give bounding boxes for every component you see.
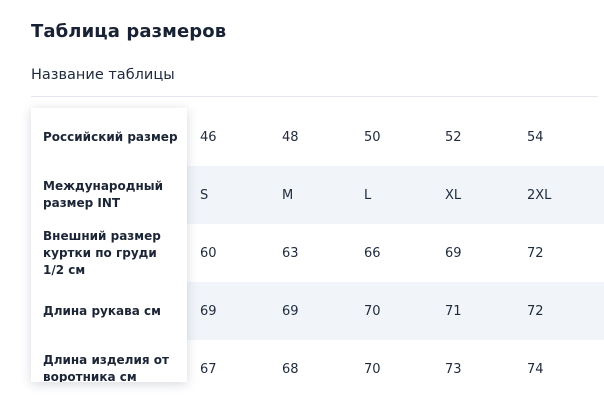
table-row: 46 48 50 52 54 [31,108,604,166]
row-header: Длина рукава см [43,303,161,318]
table-cell: 69 [445,245,462,261]
row-header: Международный размер INT [43,179,163,210]
table-cell: 67 [200,361,217,377]
table-cell: 70 [364,361,381,377]
table-cell: 46 [200,129,217,145]
row-header: Длина изделия от воротника см [43,353,169,382]
table-cell: L [364,187,372,203]
table-row: 60 63 66 69 72 [31,224,604,282]
table-cell: 68 [282,361,299,377]
row-header: Российский размер [43,129,178,144]
table-cell: XL [445,187,462,203]
table-cell: 48 [282,129,299,145]
table-cell: 50 [364,129,381,145]
table-cell: 73 [445,361,462,377]
table-cell: S [200,187,209,203]
size-table[interactable]: 46 48 50 52 54 S M L XL 2XL 60 63 66 69 … [31,108,604,382]
table-cell: 72 [527,245,544,261]
table-row: 67 68 70 73 74 [31,340,604,398]
page-title: Таблица размеров [31,21,227,42]
table-cell: 72 [527,303,544,319]
table-cell: 54 [527,129,544,145]
table-cell: 60 [200,245,217,261]
table-cell: 66 [364,245,381,261]
table-cell: 69 [200,303,217,319]
row-header: Внешний размер куртки по груди 1/2 см [43,228,161,277]
table-cell: 2XL [527,187,552,203]
divider [31,96,598,97]
table-cell: 70 [364,303,381,319]
table-cell: 74 [527,361,544,377]
table-cell: 71 [445,303,462,319]
table-cell: 63 [282,245,299,261]
table-cell: 69 [282,303,299,319]
row-header-column: Российский размер Международный размер I… [31,108,187,382]
table-cell: 52 [445,129,462,145]
table-cell: M [282,187,294,203]
table-name: Название таблицы [31,67,175,83]
